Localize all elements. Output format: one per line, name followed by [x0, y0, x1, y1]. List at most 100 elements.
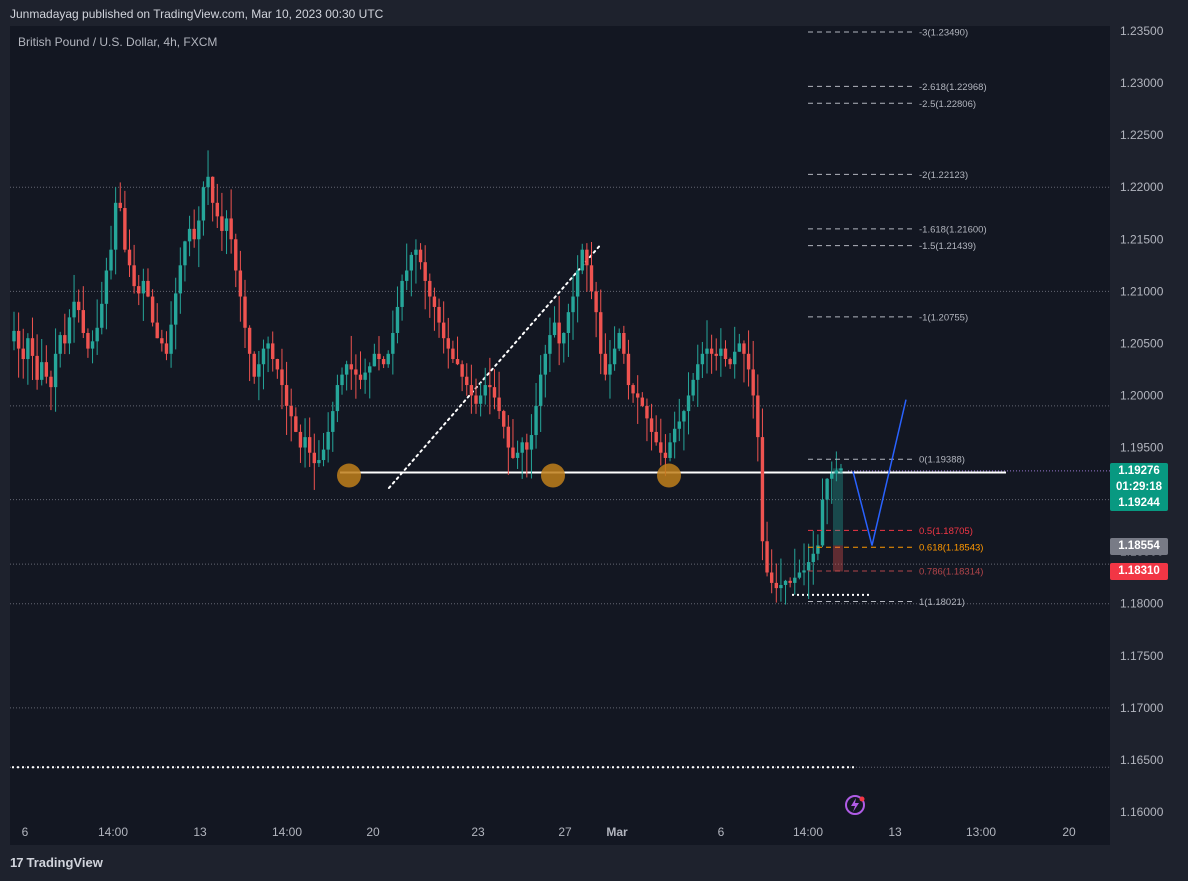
last-price-tag: 1.19276 01:29:18 1.19244 — [1110, 463, 1168, 511]
y-tick-label: 1.20000 — [1120, 388, 1164, 402]
candle-body — [488, 385, 492, 388]
x-tick-label: 14:00 — [98, 825, 128, 839]
candle-body — [90, 341, 95, 349]
candle-body — [525, 442, 529, 450]
candle-body — [113, 202, 118, 250]
x-tick-label: 13:00 — [966, 825, 996, 839]
fib-label: 1(1.18021) — [919, 597, 965, 608]
candle-body — [377, 353, 381, 360]
candle-body — [358, 374, 363, 380]
candle-body — [298, 431, 303, 448]
x-tick-label: 14:00 — [272, 825, 302, 839]
fib-label: -1(1.20755) — [919, 312, 968, 323]
candle-body — [793, 577, 797, 583]
candle-body — [118, 202, 122, 209]
candle-body — [252, 353, 256, 377]
candle-body — [30, 338, 35, 356]
y-tick-label: 1.17000 — [1120, 701, 1164, 715]
x-tick-label: 6 — [718, 825, 725, 839]
x-tick-label: 6 — [22, 825, 29, 839]
candle-body — [746, 353, 751, 370]
candle-body — [636, 393, 640, 398]
candle-body — [552, 322, 557, 336]
candle-body — [691, 379, 695, 396]
candle-body — [765, 541, 769, 573]
candle-body — [331, 411, 335, 432]
y-tick-label: 1.20500 — [1120, 336, 1164, 350]
candle-body — [423, 262, 427, 281]
candle-body — [816, 545, 820, 554]
candle-body — [594, 291, 598, 313]
candle-body — [234, 239, 238, 271]
candle-body — [756, 395, 760, 438]
candle-body — [344, 364, 349, 375]
candle-body — [67, 317, 72, 344]
candle-body — [511, 447, 515, 458]
candle-body — [100, 303, 104, 328]
candle-body — [35, 355, 39, 380]
lightning-icon — [845, 795, 865, 815]
y-tick-label: 1.22500 — [1120, 128, 1164, 142]
candle-body — [238, 270, 243, 297]
candle-body — [631, 385, 635, 394]
candle-body — [446, 338, 450, 349]
bar-countdown: 01:29:18 — [1115, 481, 1163, 493]
projection-path — [852, 399, 907, 546]
x-tick-label: 23 — [471, 825, 485, 839]
pivot-marker — [541, 463, 565, 488]
candle-body — [247, 327, 252, 354]
y-tick-label: 1.21000 — [1120, 284, 1164, 298]
candle-body — [811, 553, 815, 563]
y-tick-label: 1.23500 — [1120, 24, 1164, 38]
candle-body — [534, 405, 538, 436]
candle-body — [589, 265, 594, 292]
candle-body — [418, 249, 423, 263]
candle-body — [243, 296, 247, 328]
candle-body — [668, 442, 672, 458]
candle-body — [409, 254, 414, 271]
candle-body — [12, 330, 16, 342]
candle-body — [571, 296, 575, 313]
candle-body — [95, 327, 99, 342]
candle-body — [617, 332, 621, 349]
candle-body — [261, 348, 266, 365]
candle-body — [220, 216, 224, 231]
tradingview-branding[interactable]: 17 TradingView — [10, 855, 103, 870]
candle-body — [58, 335, 62, 354]
candle-body — [405, 270, 409, 281]
candle-body — [557, 322, 561, 344]
candle-body — [257, 364, 261, 377]
candle-body — [520, 442, 524, 453]
candle-body — [497, 397, 501, 412]
symbol-title[interactable]: British Pound / U.S. Dollar, 4h, FXCM — [18, 35, 218, 49]
candle-body — [381, 359, 386, 365]
candle-body — [16, 330, 21, 349]
x-tick-label: Mar — [606, 825, 628, 839]
candle-body — [150, 296, 155, 323]
fib-label: -2(1.22123) — [919, 170, 968, 181]
candle-body — [672, 428, 677, 443]
candle-body — [806, 562, 811, 571]
candle-body — [783, 580, 788, 585]
candle-body — [830, 473, 834, 479]
candle-body — [760, 437, 765, 542]
tradingview-logo-icon: 17 — [10, 855, 24, 870]
candle-body — [728, 359, 732, 365]
candle-body — [825, 478, 829, 500]
candle-body — [317, 460, 321, 464]
resistance-trendline — [386, 245, 600, 492]
bid-price: 1.19244 — [1118, 497, 1160, 509]
pivot-marker — [657, 463, 681, 488]
fib-label: -1.618(1.21600) — [919, 224, 987, 235]
alert-dot-icon — [859, 796, 865, 802]
x-tick-label: 13 — [888, 825, 902, 839]
candle-body — [280, 369, 284, 386]
candle-body — [469, 385, 474, 396]
candle-body — [723, 348, 728, 360]
pivot-marker — [337, 463, 361, 488]
candle-body — [174, 293, 178, 325]
candle-body — [719, 348, 723, 356]
candle-body — [515, 452, 520, 458]
y-tick-label: 1.19500 — [1120, 441, 1164, 455]
